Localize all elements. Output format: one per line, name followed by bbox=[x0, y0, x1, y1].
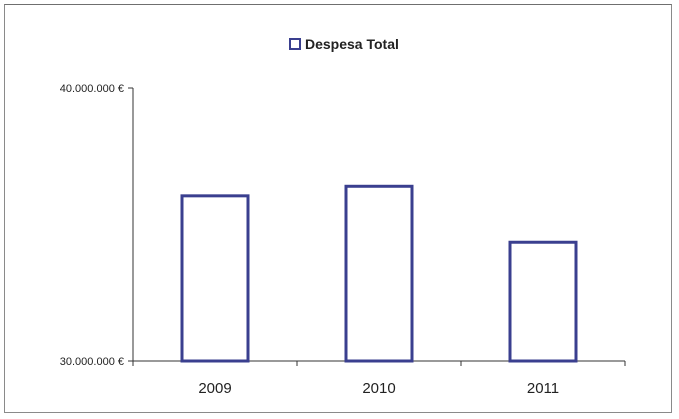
x-tick-label: 2010 bbox=[362, 380, 395, 397]
bar-2011 bbox=[508, 240, 578, 363]
y-ticks: 30.000.000 € 40.000.000 € bbox=[60, 83, 133, 368]
x-tick-labels: 2009 2010 2011 bbox=[132, 361, 626, 397]
x-tick-label: 2009 bbox=[198, 380, 231, 397]
bar-2009 bbox=[180, 194, 250, 363]
y-tick-label: 40.000.000 € bbox=[60, 83, 124, 95]
legend-swatch-despesa-total bbox=[289, 38, 301, 50]
y-tick-label: 30.000.000 € bbox=[60, 356, 124, 368]
chart-frame bbox=[4, 4, 672, 413]
bars bbox=[180, 184, 578, 363]
legend-label-despesa-total: Despesa Total bbox=[305, 36, 399, 52]
x-tick-label: 2011 bbox=[527, 380, 559, 397]
bar-2010 bbox=[344, 184, 414, 363]
legend: Despesa Total bbox=[289, 36, 399, 52]
